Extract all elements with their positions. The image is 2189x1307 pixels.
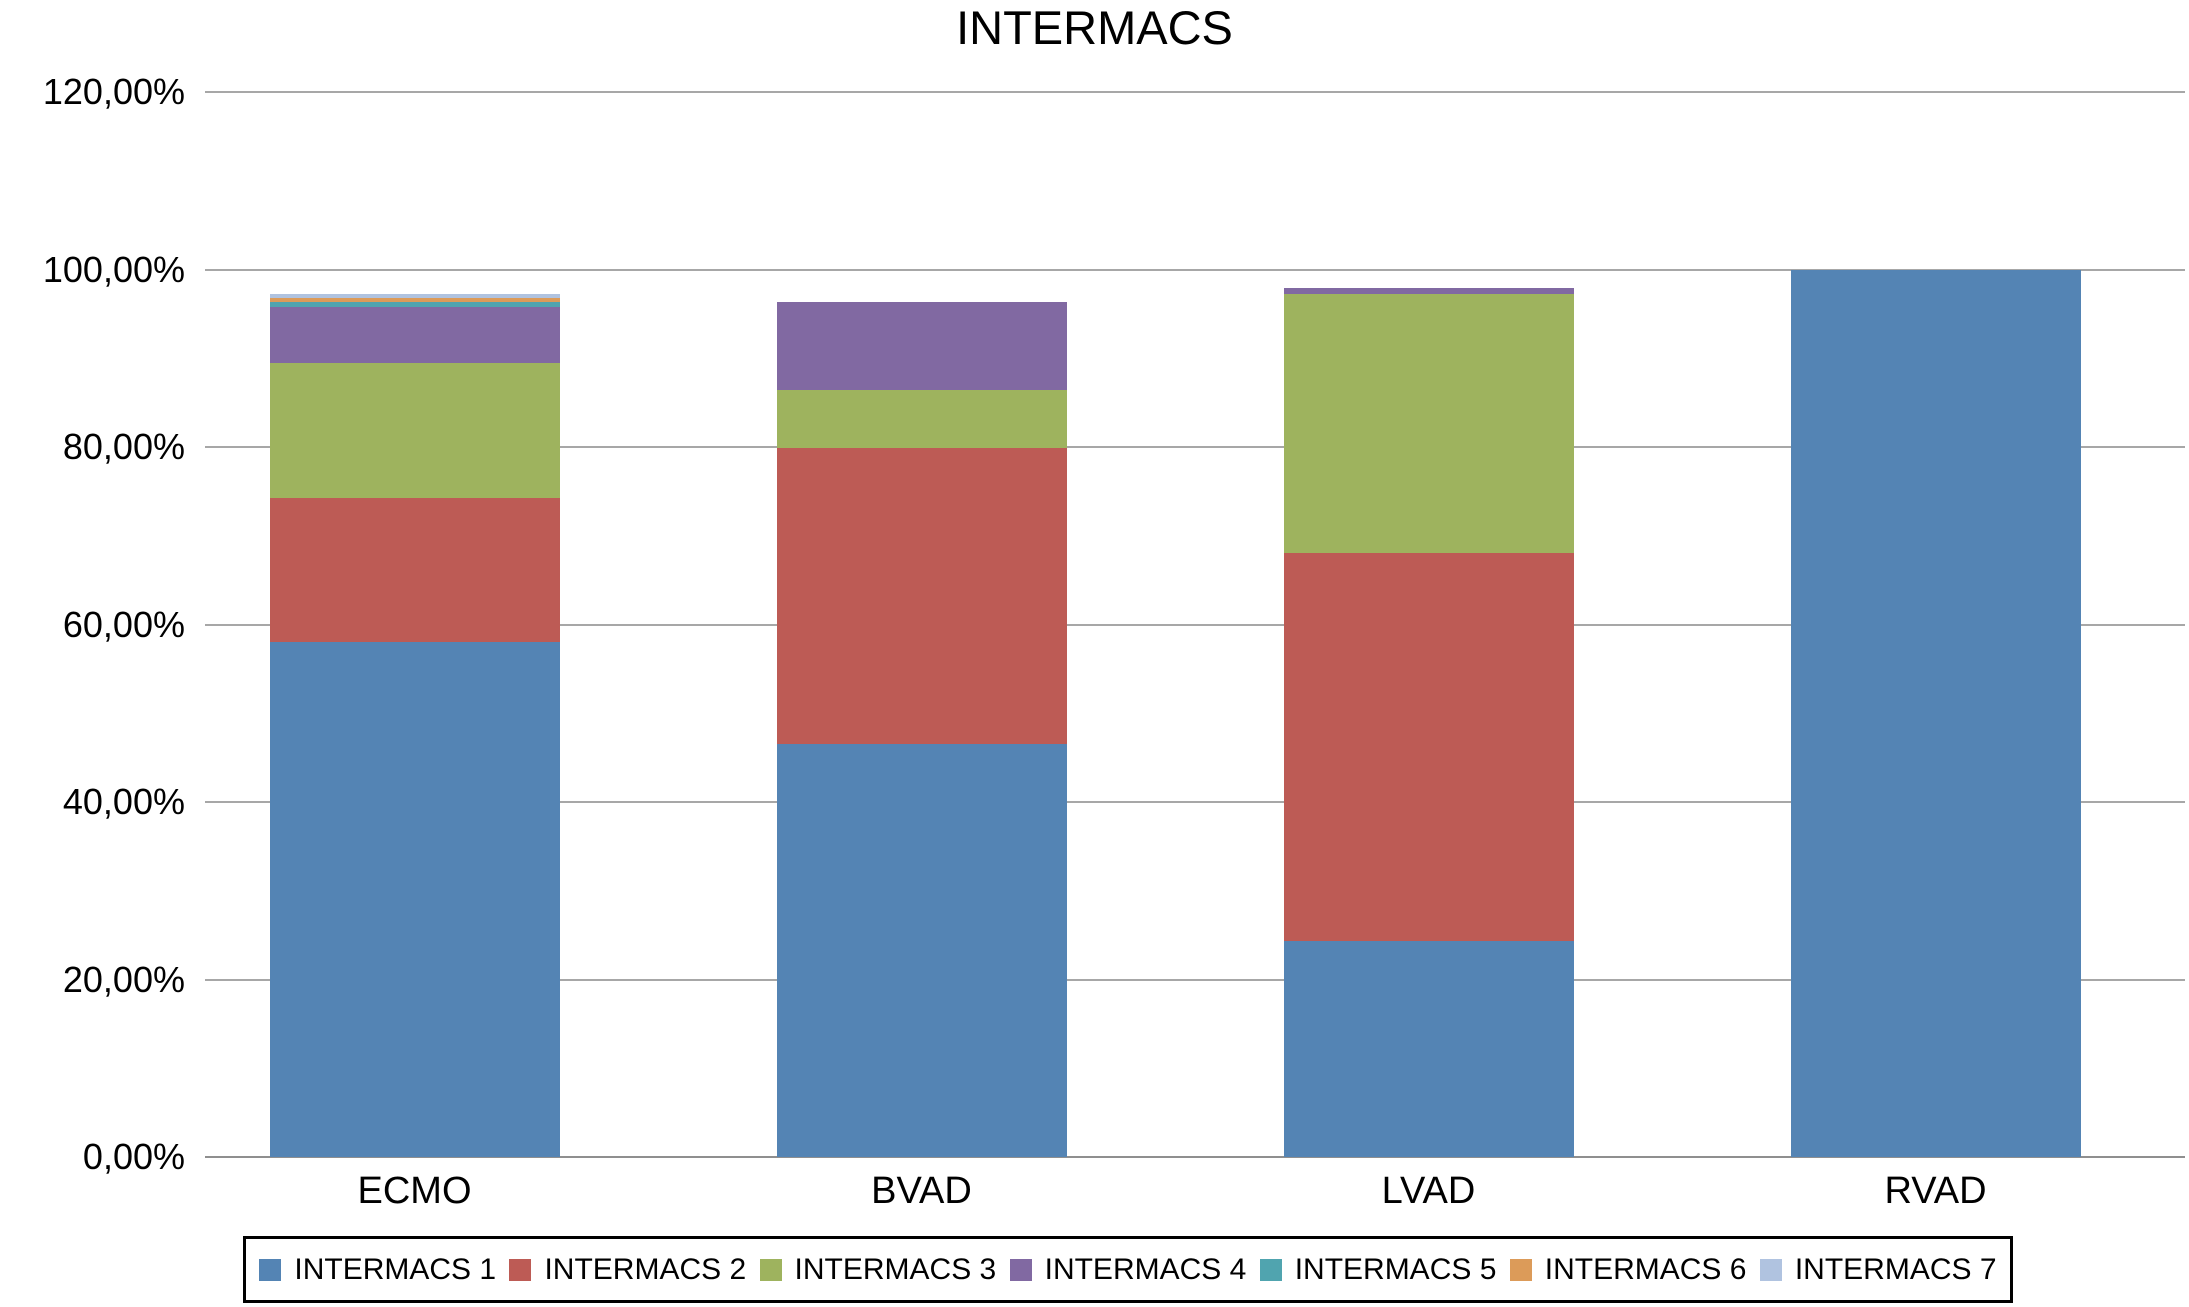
bar-segment-intermacs-2-ecmo	[269, 498, 560, 643]
bar-segment-intermacs-3-ecmo	[269, 362, 560, 499]
y-axis-tick-label: 20,00%	[62, 958, 185, 1000]
legend-item-intermacs-6: INTERMACS 6	[1509, 1252, 1747, 1287]
legend-label: INTERMACS 7	[1794, 1252, 1997, 1286]
legend-label: INTERMACS 1	[294, 1252, 497, 1286]
bar-segment-intermacs-7-ecmo	[269, 294, 560, 298]
bar-segment-intermacs-5-ecmo	[269, 302, 560, 307]
legend-swatch-icon	[1509, 1258, 1532, 1281]
x-axis-label-ecmo: ECMO	[357, 1170, 472, 1212]
gridline-100	[205, 268, 2185, 271]
bar-segment-intermacs-1-lvad	[1283, 941, 1574, 1157]
bar-segment-intermacs-3-lvad	[1283, 294, 1574, 553]
gridline-80	[205, 446, 2185, 448]
legend-label: INTERMACS 5	[1294, 1252, 1497, 1286]
legend-swatch-icon	[509, 1258, 532, 1281]
bar-segment-intermacs-3-bvad	[776, 390, 1067, 448]
gridline-40	[205, 801, 2185, 803]
y-axis-tick-label: 120,00%	[42, 71, 185, 112]
legend-swatch-icon	[1259, 1258, 1282, 1281]
chart-title: INTERMACS	[956, 1, 1233, 54]
legend-label: INTERMACS 3	[794, 1252, 997, 1286]
legend-swatch-icon	[259, 1258, 282, 1281]
y-axis-tick-label: 0,00%	[82, 1136, 185, 1177]
gridline-60	[205, 623, 2185, 626]
bar-segment-intermacs-4-ecmo	[269, 306, 560, 363]
x-axis-label-bvad: BVAD	[871, 1170, 972, 1212]
y-axis-tick-label: 40,00%	[62, 781, 185, 822]
bar-segment-intermacs-1-bvad	[776, 744, 1067, 1157]
legend-swatch-icon	[1009, 1258, 1032, 1281]
bar-segment-intermacs-1-ecmo	[269, 642, 560, 1157]
legend-item-intermacs-2: INTERMACS 2	[509, 1253, 746, 1287]
bar-segment-intermacs-2-bvad	[776, 447, 1067, 745]
bar-segment-intermacs-2-lvad	[1283, 552, 1574, 942]
bar-segment-intermacs-4-bvad	[776, 302, 1067, 391]
gridline-20	[205, 978, 2185, 981]
bar-segment-intermacs-6-ecmo	[269, 297, 560, 303]
y-axis-tick-label: 100,00%	[42, 248, 185, 290]
legend-item-intermacs-7: INTERMACS 7	[1759, 1252, 1997, 1287]
y-axis-tick-label: 60,00%	[62, 603, 185, 645]
legend-swatch-icon	[1759, 1258, 1782, 1281]
y-axis-tick-label: 80,00%	[62, 426, 185, 467]
legend-swatch-icon	[759, 1258, 782, 1281]
legend-label: INTERMACS 6	[1544, 1252, 1747, 1286]
legend-item-intermacs-5: INTERMACS 5	[1259, 1252, 1497, 1287]
chart-legend: INTERMACS 1 INTERMACS 2 INTERMACS 3 INTERMA…	[243, 1236, 2013, 1303]
legend-label: INTERMACS 2	[544, 1252, 747, 1286]
bar-segment-intermacs-1-rvad	[1790, 269, 2081, 1157]
legend-item-intermacs-3: INTERMACS 3	[759, 1252, 997, 1287]
x-axis-label-rvad: RVAD	[1884, 1170, 1987, 1212]
gridline-120	[205, 91, 2185, 93]
gridline-0	[205, 1156, 2185, 1158]
legend-item-intermacs-1: INTERMACS 1	[259, 1253, 496, 1287]
legend-label: INTERMACS 4	[1044, 1252, 1247, 1286]
bar-segment-intermacs-4-lvad	[1283, 288, 1574, 295]
x-axis-label-lvad: LVAD	[1381, 1170, 1476, 1212]
legend-item-intermacs-4: INTERMACS 4	[1009, 1252, 1247, 1287]
